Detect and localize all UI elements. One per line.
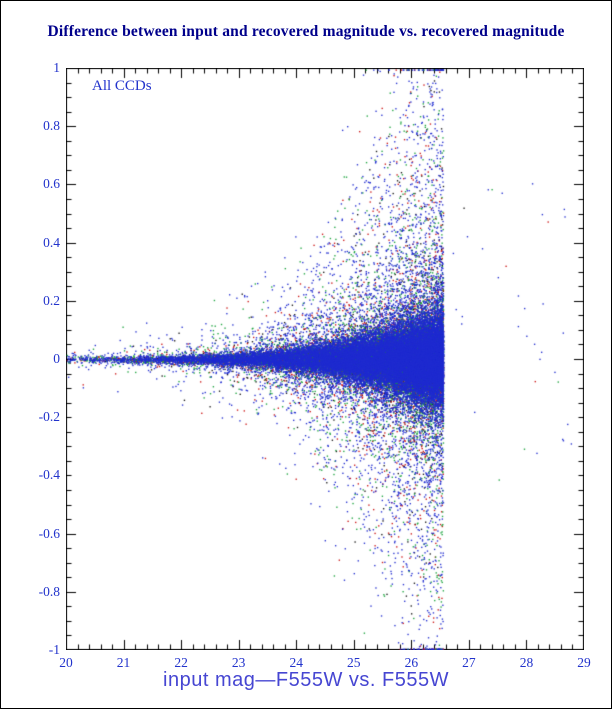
x-tick-label: 27 xyxy=(462,655,476,670)
x-tick-label: 20 xyxy=(59,655,73,670)
x-tick-label: 23 xyxy=(231,655,246,670)
chart-title: Difference between input and recovered m… xyxy=(47,23,565,40)
plot-annotation: All CCDs xyxy=(92,78,152,94)
y-tick-label: -0.6 xyxy=(38,525,60,541)
x-tick-label: 26 xyxy=(404,655,419,670)
y-tick-label: 0.6 xyxy=(43,176,60,192)
x-tick-label: 25 xyxy=(347,655,361,670)
y-tick-label: -1 xyxy=(48,642,60,657)
x-tick-label: 29 xyxy=(577,655,591,670)
x-tick-label: 28 xyxy=(519,655,534,670)
x-axis-title: input mag—F555W vs. F555W xyxy=(163,669,449,691)
y-tick-label: -0.8 xyxy=(38,583,60,599)
x-tick-label: 22 xyxy=(174,655,188,670)
y-tick-label: 1 xyxy=(53,60,60,75)
y-tick-label: -0.2 xyxy=(38,409,60,425)
y-tick-label: -0.4 xyxy=(38,467,60,483)
y-tick-label: 0.4 xyxy=(43,234,60,250)
scatter-canvas xyxy=(66,68,584,650)
x-tick-label: 24 xyxy=(289,655,303,670)
y-tick-label: 0.8 xyxy=(43,118,60,134)
x-tick-label: 21 xyxy=(116,655,131,670)
y-tick-label: 0 xyxy=(53,351,60,366)
plot-area: All CCDs xyxy=(66,68,584,650)
y-tick-label: 0.2 xyxy=(43,292,60,308)
